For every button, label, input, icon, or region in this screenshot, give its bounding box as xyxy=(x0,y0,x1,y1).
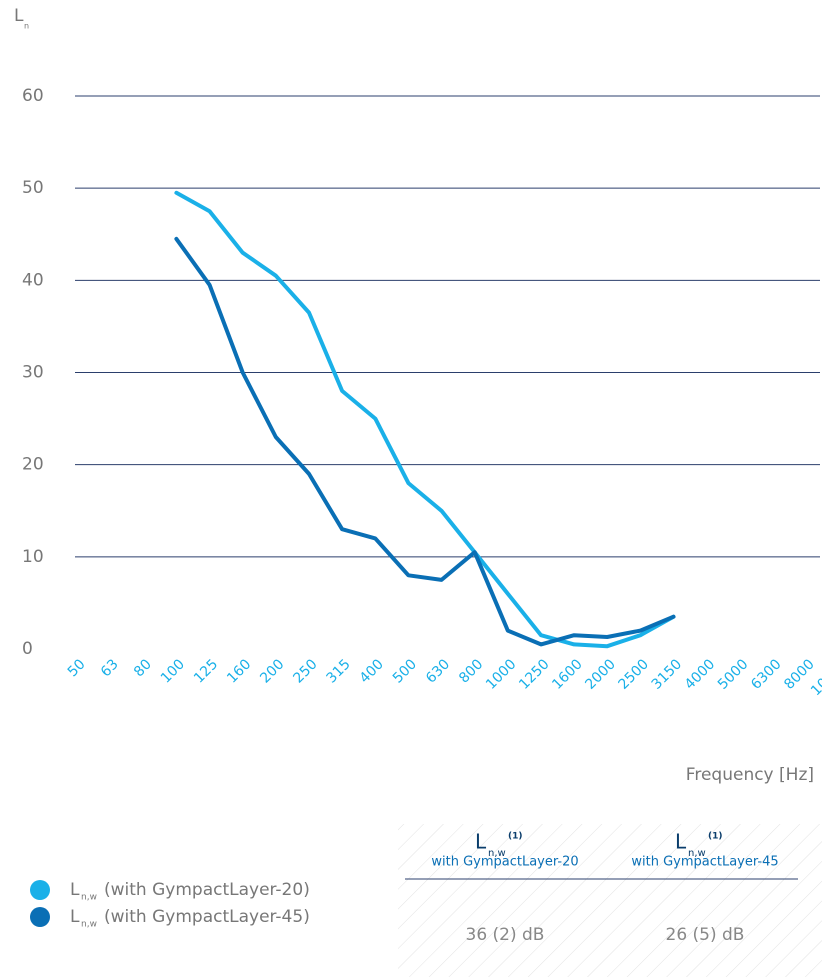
line-series xyxy=(174,190,676,649)
legend-marker xyxy=(30,880,50,900)
legend-prefix: L xyxy=(70,907,80,927)
table-value: 26 (5) dB xyxy=(666,925,745,945)
y-tick-label: 30 xyxy=(22,363,44,383)
x-tick-label: 160 xyxy=(224,656,254,686)
x-tick-label: 80 xyxy=(131,656,155,680)
legend-sub: n,w xyxy=(81,920,97,930)
legend-marker xyxy=(30,907,50,927)
x-tick-label: 4000 xyxy=(682,656,719,693)
y-tick-label: 0 xyxy=(22,639,33,659)
x-tick-label: 630 xyxy=(423,656,453,686)
table-caption: with GympactLayer-20 xyxy=(431,855,578,870)
x-tick-label: 63 xyxy=(98,656,122,680)
table-background xyxy=(398,824,822,977)
x-tick-label: 3150 xyxy=(649,656,686,693)
x-tick-label: 1600 xyxy=(549,656,586,693)
line-series xyxy=(174,236,676,647)
x-axis-label: Frequency [Hz] xyxy=(686,765,814,785)
x-tick-label: 50 xyxy=(65,656,89,680)
x-tick-label: 200 xyxy=(257,656,287,686)
table-sup: (1) xyxy=(508,832,523,842)
y-tick-label: 60 xyxy=(22,86,44,106)
x-tick-label: 400 xyxy=(357,656,387,686)
y-tick-label: 40 xyxy=(22,270,44,290)
legend-label: (with GympactLayer-45) xyxy=(104,907,310,927)
table-symbol: L xyxy=(475,830,487,854)
y-axis-label: L xyxy=(14,6,24,26)
x-tick-label: 500 xyxy=(390,656,420,686)
legend-label: (with GympactLayer-20) xyxy=(104,880,310,900)
table-caption: with GympactLayer-45 xyxy=(631,855,778,870)
x-tick-label: 1000 xyxy=(483,656,520,693)
y-tick-label: 20 xyxy=(22,455,44,475)
y-tick-label: 50 xyxy=(22,178,44,198)
x-tick-label: 250 xyxy=(290,656,320,686)
table-symbol: L xyxy=(675,830,687,854)
table-sub: n,w xyxy=(488,848,506,859)
x-tick-label: 6300 xyxy=(748,656,785,693)
y-axis-label-sub: n xyxy=(24,22,29,31)
legend-sub: n,w xyxy=(81,893,97,903)
x-tick-label: 5000 xyxy=(715,656,752,693)
x-tick-label: 2000 xyxy=(582,656,619,693)
x-tick-label: 100 xyxy=(158,656,188,686)
x-tick-label: 800 xyxy=(456,656,486,686)
table-value: 36 (2) dB xyxy=(466,925,545,945)
x-tick-label: 1250 xyxy=(516,656,553,693)
x-tick-label: 315 xyxy=(324,656,354,686)
x-tick-label: 2500 xyxy=(616,656,653,693)
legend-prefix: L xyxy=(70,880,80,900)
x-tick-label: 125 xyxy=(191,656,221,686)
table-sub: n,w xyxy=(688,848,706,859)
y-tick-label: 10 xyxy=(22,547,44,567)
table-sup: (1) xyxy=(708,832,723,842)
